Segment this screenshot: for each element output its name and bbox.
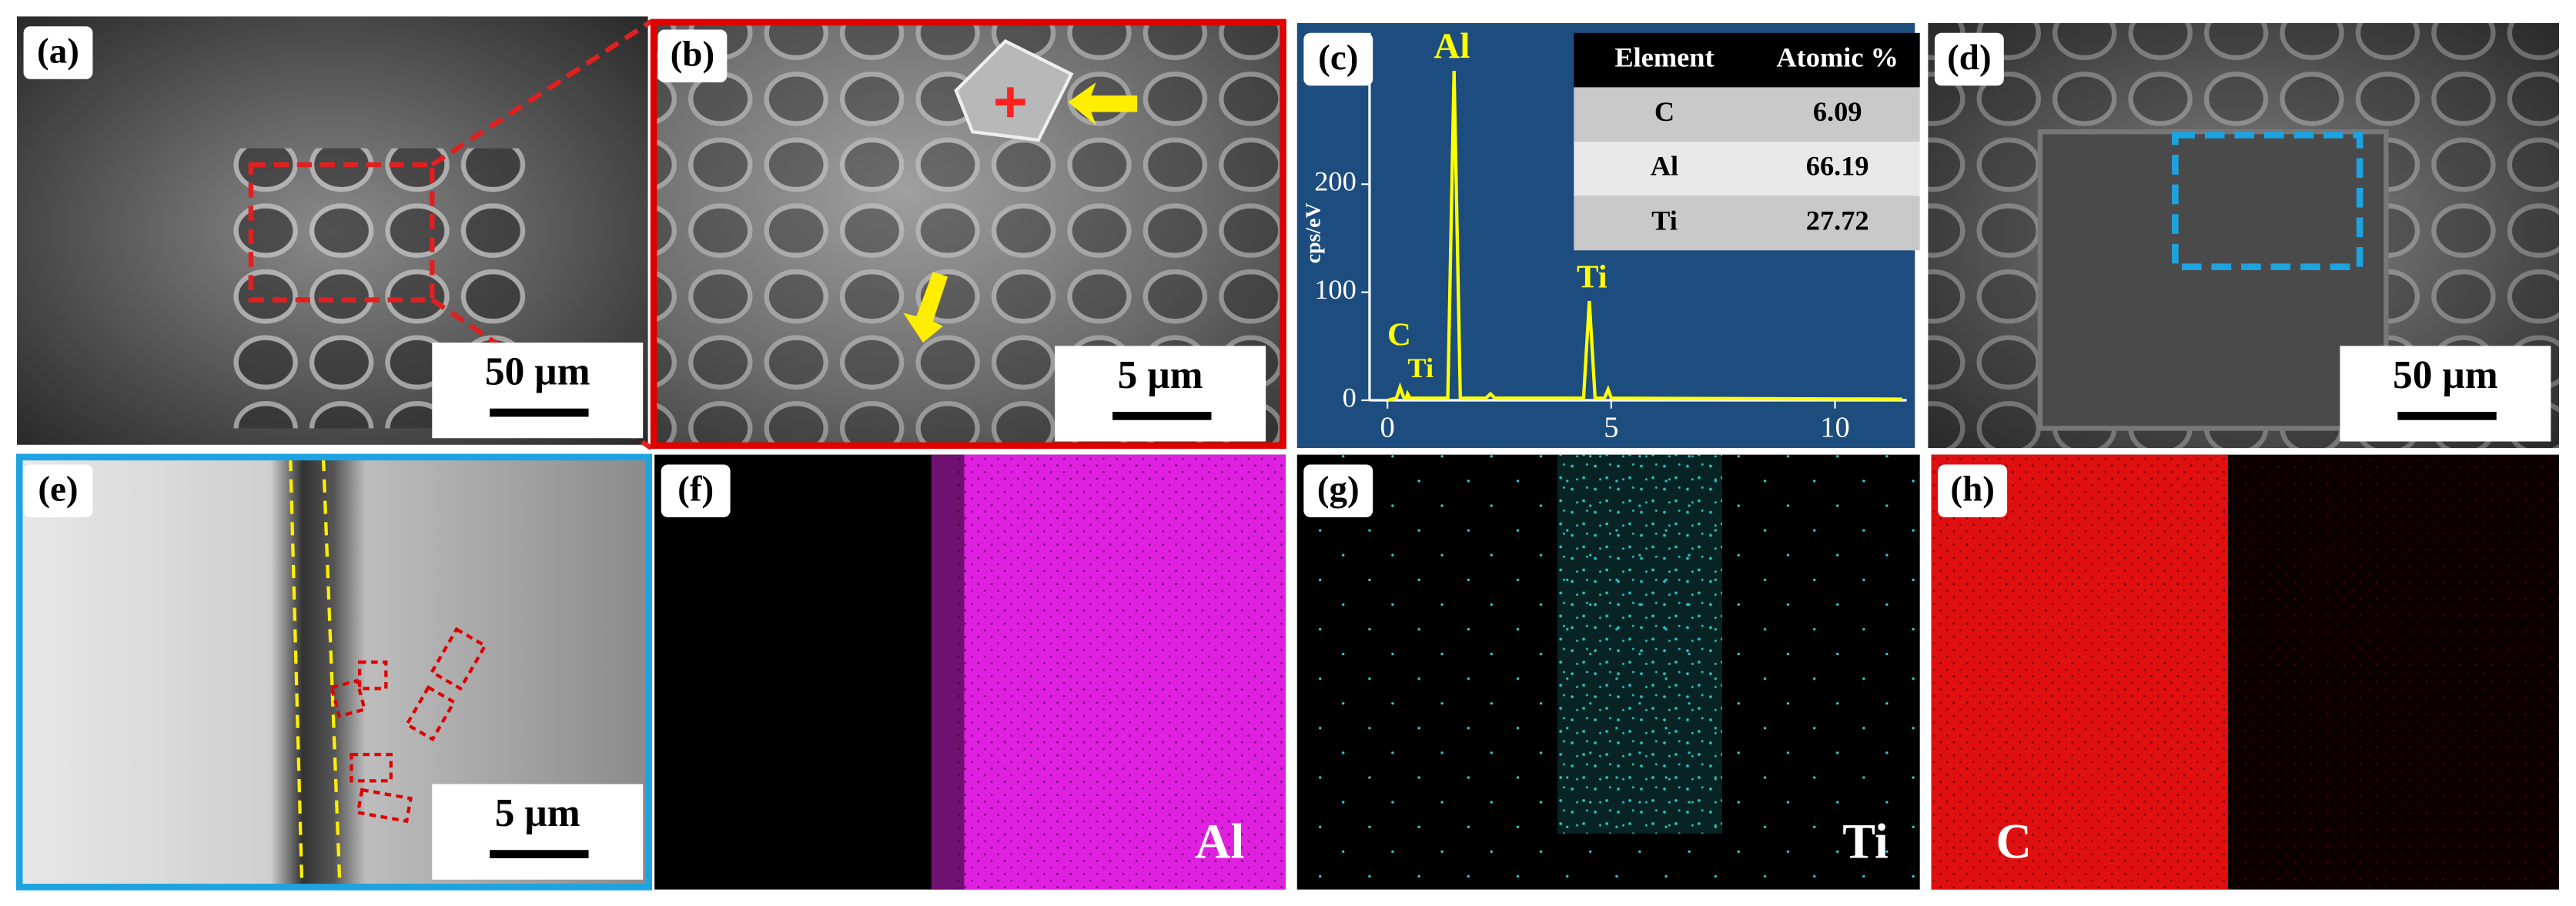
scale-bar bbox=[490, 850, 589, 858]
table-header: Atomic % bbox=[1776, 42, 1899, 72]
scale-bar-bg bbox=[432, 784, 644, 880]
scale-bar-bg bbox=[432, 343, 644, 439]
table-cell: Ti bbox=[1651, 205, 1678, 236]
scale-bar bbox=[1112, 412, 1212, 420]
x-tick-label: 5 bbox=[1604, 411, 1618, 443]
ti-map-glow bbox=[1557, 454, 1722, 834]
x-tick-label: 10 bbox=[1820, 411, 1850, 443]
panel-label: (f) bbox=[677, 470, 714, 510]
milled-trench bbox=[2037, 129, 2389, 431]
table-header-bg bbox=[1574, 32, 1920, 88]
peak-label: Ti bbox=[1577, 259, 1607, 296]
panel-label: (h) bbox=[1950, 470, 1995, 510]
table-cell: 6.09 bbox=[1813, 96, 1862, 127]
spectrum-line bbox=[1387, 70, 1902, 403]
table-header: Element bbox=[1614, 42, 1714, 72]
peak-label: Al bbox=[1434, 26, 1470, 66]
panel-label: (b) bbox=[671, 35, 715, 75]
scale-bar-bg bbox=[2340, 346, 2551, 442]
peak-label: Ti bbox=[1407, 353, 1434, 383]
map-noise bbox=[955, 454, 1286, 890]
c-map-sparse bbox=[2227, 454, 2560, 890]
table-row-bg bbox=[1574, 196, 1920, 251]
panel-label-bg bbox=[661, 464, 731, 517]
panel-label: (d) bbox=[1947, 38, 1992, 78]
y-tick-label: 0 bbox=[1343, 382, 1357, 413]
ti-map-band bbox=[1557, 454, 1722, 834]
panel-label-bg bbox=[1303, 464, 1373, 517]
table-cell: 66.19 bbox=[1806, 151, 1869, 182]
peak-label: C bbox=[1387, 317, 1411, 353]
y-axis-label: cps/eV bbox=[1302, 202, 1326, 263]
arrow bbox=[1068, 82, 1138, 125]
element-label: Ti bbox=[1842, 814, 1889, 869]
table-cell: Al bbox=[1651, 151, 1678, 182]
scale-bar-label: 5 µm bbox=[1118, 353, 1203, 397]
scale-bar-bg bbox=[1055, 346, 1266, 442]
panel-label: (a) bbox=[37, 31, 79, 71]
panel-label-bg bbox=[657, 29, 728, 82]
spot-marker bbox=[995, 87, 1025, 117]
zoom-line bbox=[430, 19, 653, 167]
panel-label: (c) bbox=[1318, 38, 1358, 78]
scale-bar-label: 50 µm bbox=[2393, 353, 2498, 397]
zoom-box bbox=[2172, 132, 2364, 270]
panel-label: (e) bbox=[38, 470, 78, 510]
scale-bar-label: 5 µm bbox=[495, 791, 580, 835]
panel-label: (g) bbox=[1317, 470, 1360, 510]
y-tick-label: 200 bbox=[1314, 166, 1357, 197]
panel-border bbox=[650, 18, 1286, 450]
panel-label-bg bbox=[1303, 32, 1373, 86]
panel-label-bg bbox=[1934, 32, 2004, 86]
map-noise bbox=[1931, 454, 2228, 890]
particle-boxes bbox=[329, 627, 488, 824]
y-tick-label: 100 bbox=[1314, 274, 1357, 305]
table-row-bg bbox=[1574, 87, 1920, 142]
arrow bbox=[903, 272, 948, 343]
boundary-line bbox=[321, 457, 342, 887]
x-tick-label: 0 bbox=[1380, 411, 1395, 443]
scale-bar-label: 50 µm bbox=[485, 350, 590, 394]
panel-label-bg bbox=[1938, 464, 2008, 517]
table-cell: 27.72 bbox=[1806, 205, 1869, 236]
panel-label-bg bbox=[23, 464, 93, 517]
zoom-box bbox=[248, 162, 435, 303]
element-label: Al bbox=[1195, 814, 1244, 869]
scale-bar bbox=[2397, 412, 2497, 420]
table-cell: C bbox=[1654, 96, 1674, 127]
table-row-bg bbox=[1574, 142, 1920, 196]
scale-bar bbox=[490, 408, 589, 417]
boundary-line bbox=[289, 457, 304, 887]
panel-border bbox=[15, 453, 652, 891]
panel-label-bg bbox=[23, 26, 93, 79]
element-label: C bbox=[1996, 814, 2031, 869]
